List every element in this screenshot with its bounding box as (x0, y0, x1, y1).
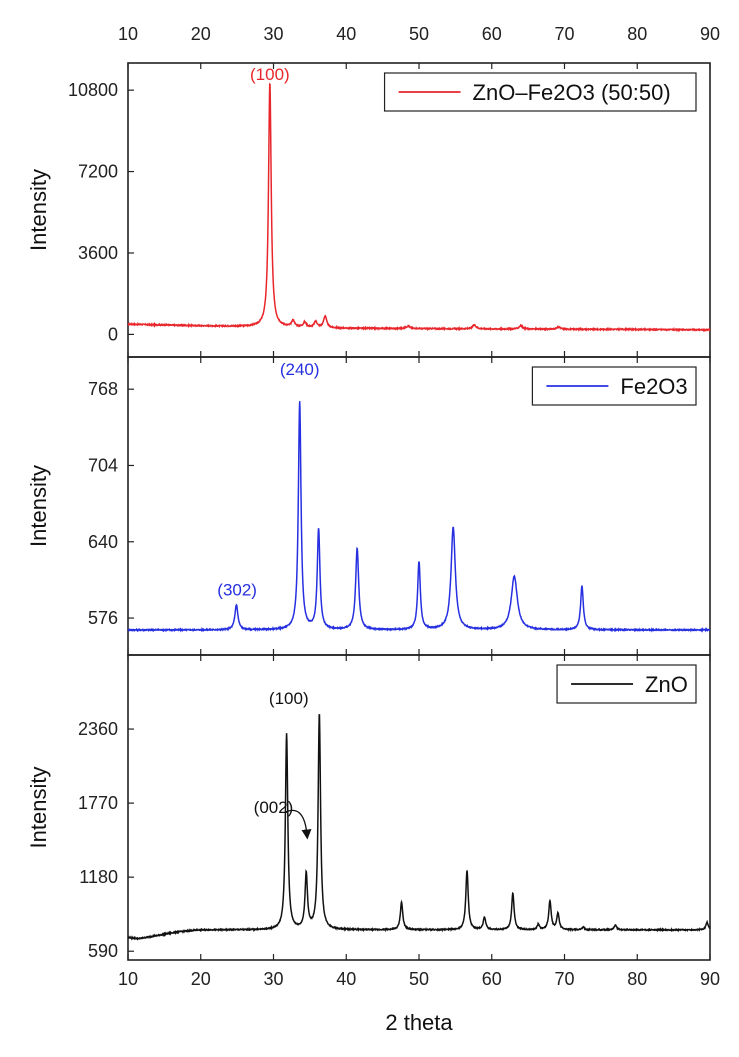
peak-annotation: (002) (254, 798, 294, 817)
x-tick-label: 20 (191, 969, 211, 989)
x-tick-label: 70 (554, 969, 574, 989)
peak-annotation: (100) (269, 689, 309, 708)
x-tick-label: 60 (482, 969, 502, 989)
y-tick-label: 590 (88, 941, 118, 961)
x-tick-label: 90 (700, 969, 720, 989)
bottom-x-axis: 10 20 30 40 50 60 70 80 90 (118, 969, 720, 989)
y-tick-label: 0 (108, 324, 118, 344)
x-axis-title: 2 theta (385, 1010, 453, 1035)
y-tick-label: 640 (88, 532, 118, 552)
legend-label: ZnO–Fe2O3 (50:50) (473, 80, 671, 105)
series-line (127, 82, 711, 333)
x-tick-label-top: 30 (263, 24, 283, 44)
y-tick-label: 7200 (78, 162, 118, 182)
legend-label: Fe2O3 (620, 374, 687, 399)
y-axis-title: Intensity (26, 169, 51, 251)
legend: ZnO (556, 664, 697, 704)
series-line (127, 714, 711, 941)
y-tick-label: 768 (88, 379, 118, 399)
x-tick-label: 50 (409, 969, 429, 989)
x-tick-label-top: 80 (627, 24, 647, 44)
x-tick-label-top: 90 (700, 24, 720, 44)
peak-annotation: (240) (280, 360, 320, 379)
y-tick-label: 10800 (68, 80, 118, 100)
annotation-arrow (285, 809, 312, 840)
x-tick-label-top: 60 (482, 24, 502, 44)
x-tick-label-top: 70 (554, 24, 574, 44)
legend: Fe2O3 (531, 366, 697, 406)
legend-label: ZnO (645, 672, 688, 697)
y-axis-title: Intensity (26, 465, 51, 547)
x-tick-label-top: 20 (191, 24, 211, 44)
y-tick-label: 1180 (79, 867, 118, 887)
top-x-axis: 10 20 30 40 50 60 70 80 90 (118, 24, 720, 44)
x-tick-label: 80 (627, 969, 647, 989)
panels: 0 3600 7200 10800 Intensity (100) ZnO–Fe2O3 (5… (26, 62, 711, 961)
x-tick-label-top: 50 (409, 24, 429, 44)
series-line (127, 401, 711, 634)
y-tick-label: 1770 (78, 793, 118, 813)
x-tick-label-top: 10 (118, 24, 138, 44)
panel-1: 0 3600 7200 10800 Intensity (100) ZnO–Fe2O3 (5… (26, 62, 711, 358)
peak-annotation: (302) (217, 580, 257, 599)
y-axis-title: Intensity (26, 767, 51, 849)
x-tick-label: 40 (336, 969, 356, 989)
legend: ZnO–Fe2O3 (50:50) (383, 72, 697, 112)
panel-3: 590 1180 1770 2360 Intensity (100) (002) ZnO (26, 654, 711, 961)
y-tick-label: 3600 (78, 243, 118, 263)
panel-2: 576 640 704 768 Intensity (240) (302) Fe2O3 (26, 356, 711, 656)
x-tick-label: 10 (118, 969, 138, 989)
y-tick-label: 576 (88, 608, 118, 628)
x-tick-label: 30 (263, 969, 283, 989)
y-tick-label: 2360 (78, 719, 118, 739)
peak-annotation: (100) (250, 65, 290, 84)
x-tick-label-top: 40 (336, 24, 356, 44)
y-tick-label: 704 (88, 455, 118, 475)
